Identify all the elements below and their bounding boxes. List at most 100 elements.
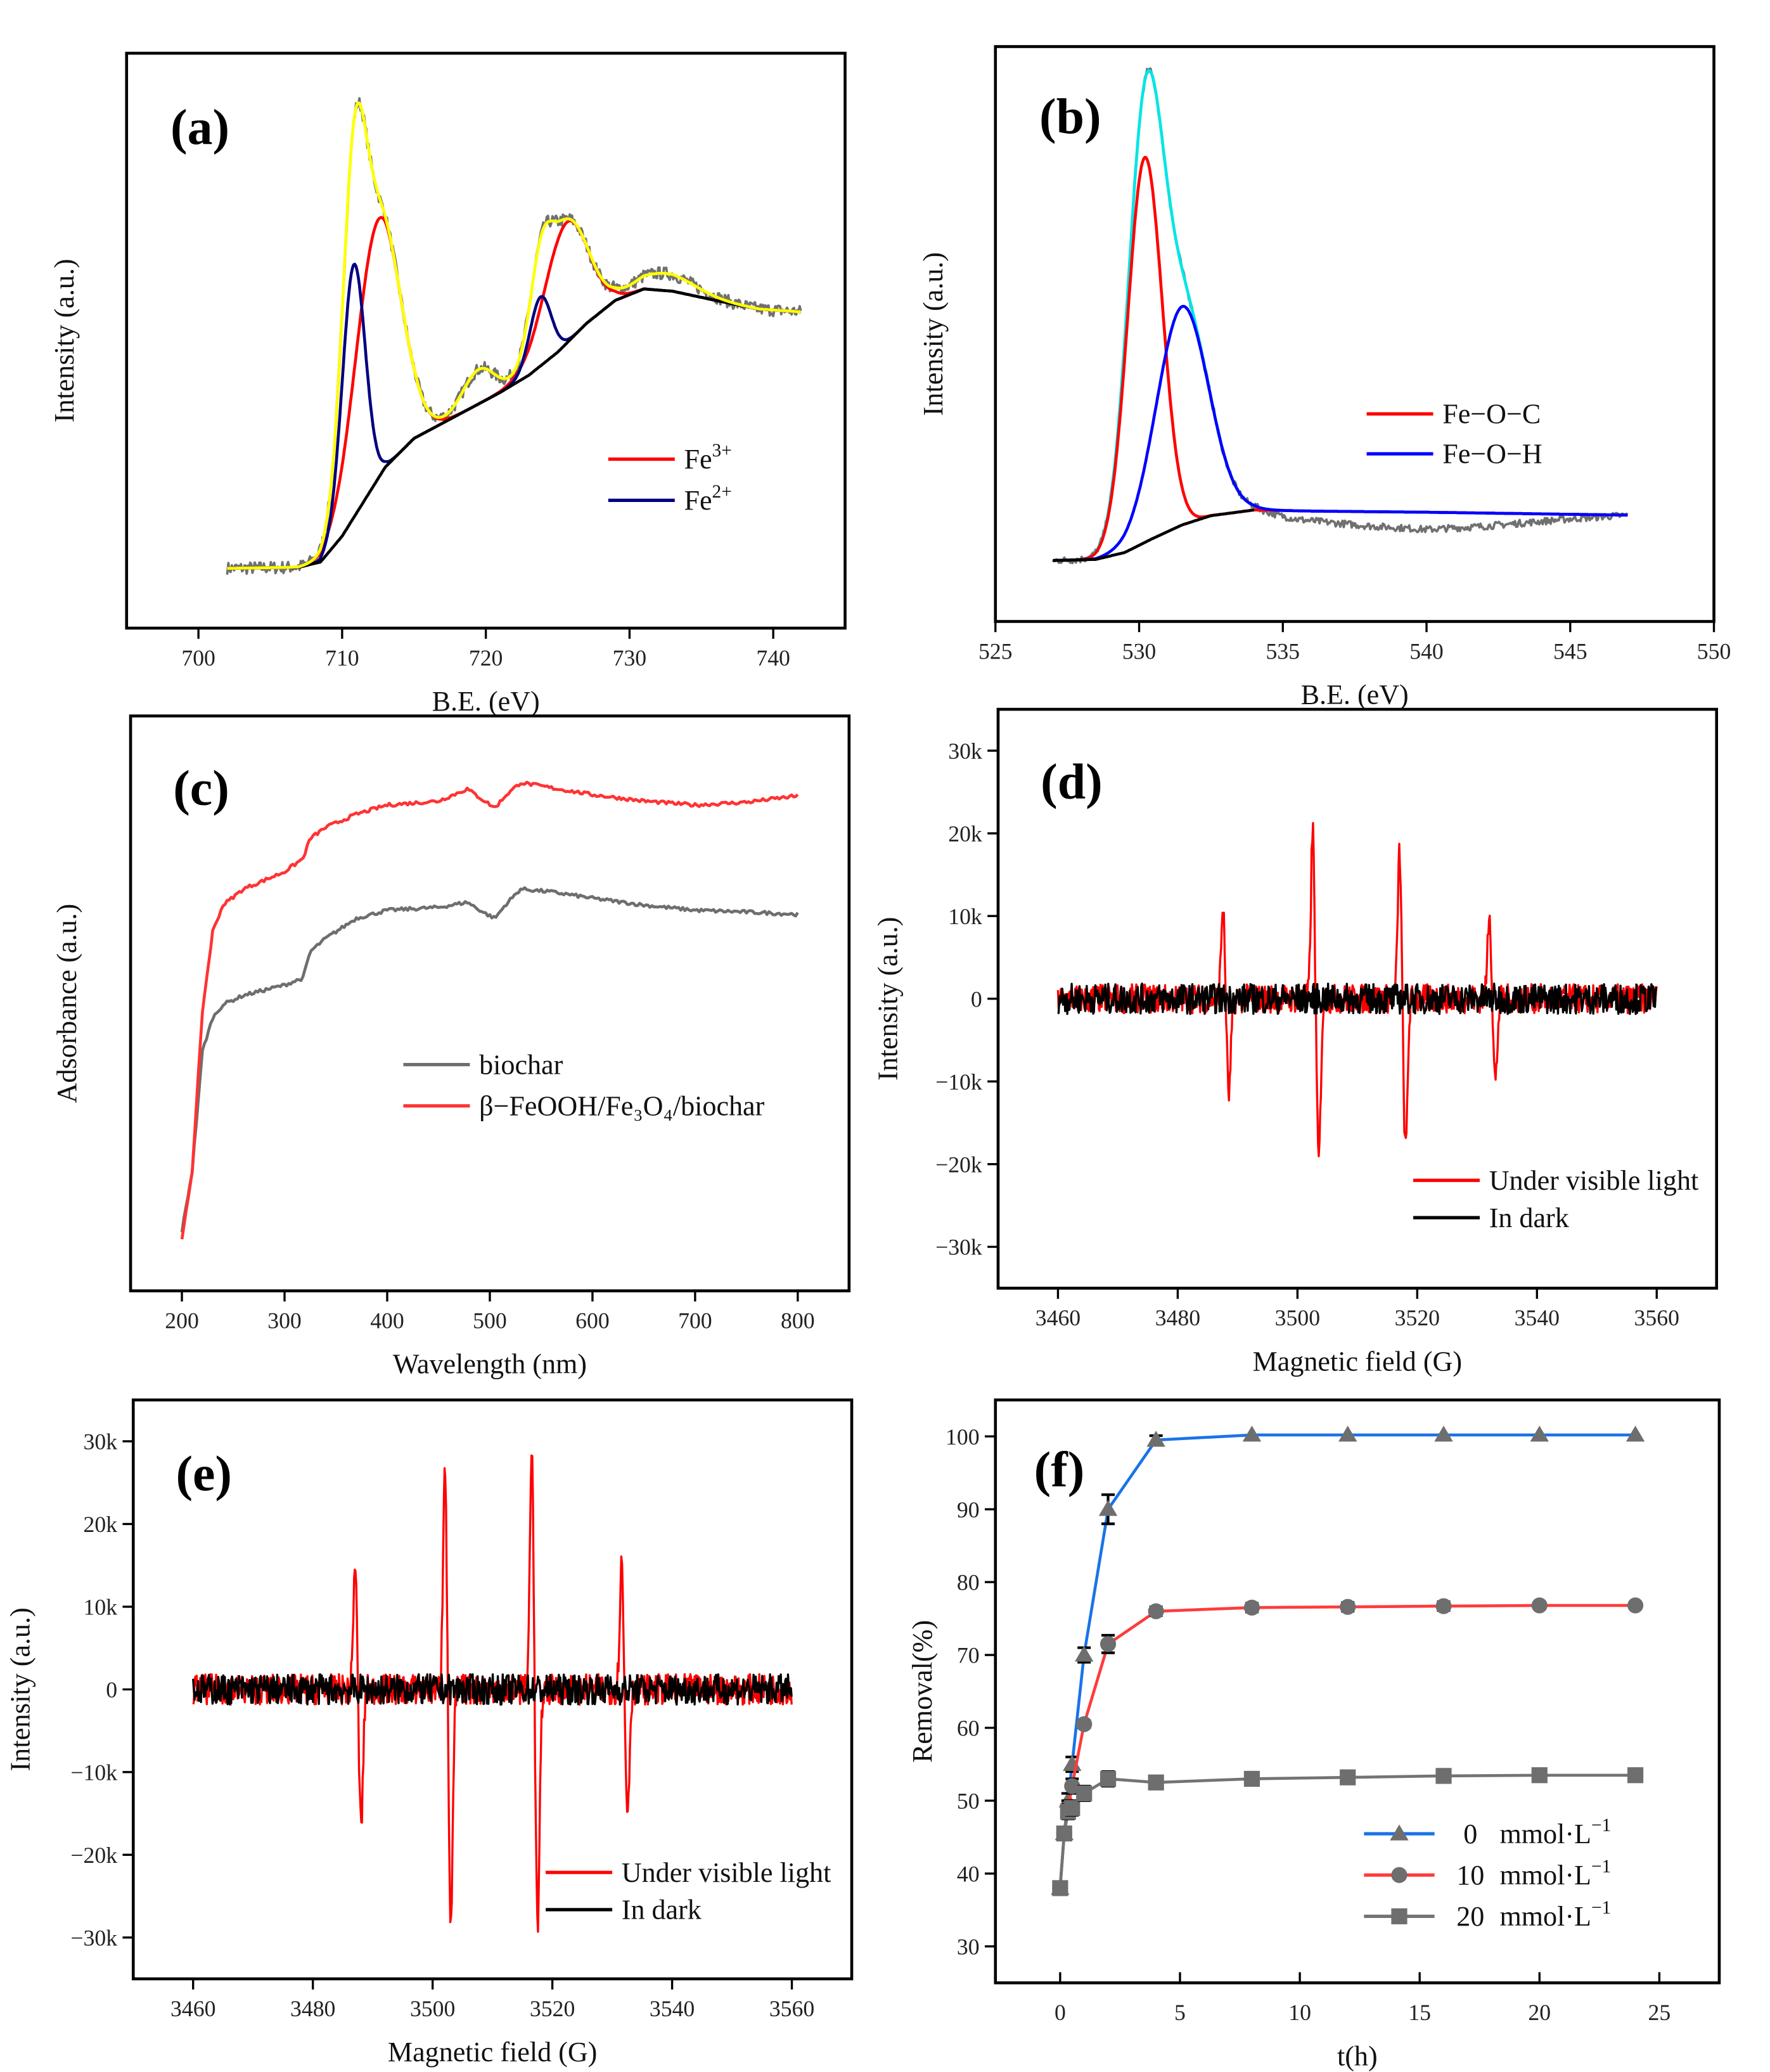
y-axis-label: Intensity (a.u.) bbox=[918, 252, 949, 416]
background-line bbox=[227, 287, 802, 570]
circle-marker bbox=[1243, 1599, 1260, 1616]
triangle-marker bbox=[1242, 1425, 1262, 1442]
legend-label: β−FeOOH/Fe₃O₄/biochar bbox=[479, 1090, 764, 1121]
background-line bbox=[1053, 508, 1255, 562]
legend-name: Fe bbox=[684, 444, 712, 475]
panel-b: 525 530 535 540 545 550 B.E. (eV) Intensity (a.… bbox=[918, 45, 1731, 711]
legend-unit: mmol·L−1 bbox=[1499, 1898, 1611, 1932]
panel-label: (b) bbox=[1039, 89, 1101, 145]
y-tick-label: 50 bbox=[957, 1789, 980, 1814]
legend-unit-text: mmol·L bbox=[1499, 1860, 1591, 1891]
peak-fit-line-0 bbox=[1053, 155, 1628, 562]
x-tick-label: 25 bbox=[1648, 2000, 1671, 2025]
epr-line-1 bbox=[192, 1673, 793, 1706]
x-axis-label: B.E. (eV) bbox=[1301, 679, 1409, 711]
legend-label: In dark bbox=[1489, 1202, 1570, 1233]
x-tick-label: 740 bbox=[756, 645, 790, 671]
x-tick-label: 540 bbox=[1409, 638, 1444, 664]
triangle-marker bbox=[1390, 1824, 1409, 1841]
plot-frame bbox=[994, 1398, 1721, 1985]
triangle-marker bbox=[1434, 1425, 1453, 1442]
x-tick-label: 535 bbox=[1266, 638, 1300, 664]
x-axis-label: t(h) bbox=[1337, 2041, 1378, 2072]
y-tick-label: 30k bbox=[948, 738, 982, 764]
legend-label: Fe−O−H bbox=[1442, 439, 1542, 470]
circle-marker bbox=[1064, 1778, 1081, 1794]
peak-fit-line-1 bbox=[1053, 305, 1628, 562]
legend-unit: mmol·L−1 bbox=[1499, 1856, 1611, 1891]
circle-marker bbox=[1531, 1597, 1548, 1614]
x-tick-label: 3560 bbox=[769, 1996, 814, 2021]
circle-marker bbox=[1100, 1636, 1117, 1652]
y-tick-label: −30k bbox=[70, 1925, 117, 1950]
x-tick-label: 300 bbox=[267, 1308, 302, 1333]
y-tick-label: 40 bbox=[957, 1862, 980, 1887]
legend-unit: mmol·L−1 bbox=[1499, 1815, 1611, 1850]
panel-e: 3460 3480 3500 3520 3540 3560 −30k −20k −10k 0 10k… bbox=[4, 1398, 854, 2068]
panel-a: 700 710 720 730 740 B.E. (eV) Intensity (a.u.)… bbox=[49, 51, 847, 717]
x-tick-label: 15 bbox=[1408, 2000, 1431, 2025]
spectrum-line-1 bbox=[180, 780, 799, 1240]
circle-marker bbox=[1076, 1716, 1093, 1732]
square-marker bbox=[1064, 1799, 1081, 1817]
triangle-marker bbox=[1530, 1425, 1549, 1442]
panel-f: 0 5 10 15 20 2530405060708090100t(h)Removal(%… bbox=[907, 1398, 1721, 2072]
x-tick-label: 700 bbox=[181, 645, 215, 671]
fe3-fit-line bbox=[227, 216, 802, 570]
x-tick-label: 3520 bbox=[530, 1996, 575, 2021]
legend-label: Fe3+ bbox=[684, 441, 731, 475]
legend-superscript: −1 bbox=[1591, 1815, 1611, 1836]
triangle-marker bbox=[1338, 1425, 1357, 1442]
legend-label: 20 bbox=[1456, 1901, 1484, 1932]
y-axis-label: Removal(%) bbox=[907, 1620, 938, 1763]
y-tick-label: −20k bbox=[935, 1152, 982, 1177]
y-axis-label: Intensity (a.u.) bbox=[4, 1607, 35, 1771]
x-tick-label: 3460 bbox=[1036, 1305, 1081, 1330]
legend-label: In dark bbox=[622, 1895, 702, 1926]
x-tick-label: 700 bbox=[678, 1308, 712, 1333]
y-axis-label: Adsorbance (a.u.) bbox=[51, 904, 82, 1104]
y-tick-label: 20k bbox=[948, 821, 982, 846]
legend-superscript: 3+ bbox=[712, 441, 732, 461]
legend: Fe3+Fe2+ bbox=[608, 441, 732, 516]
legend: Under visible light In dark bbox=[546, 1857, 831, 1926]
legend-label: Under visible light bbox=[622, 1857, 831, 1888]
plot-frame bbox=[125, 51, 847, 630]
x-tick-label: 3500 bbox=[410, 1996, 455, 2021]
spectrum-line-0 bbox=[180, 886, 799, 1233]
square-marker bbox=[1340, 1769, 1356, 1786]
square-marker bbox=[1435, 1768, 1452, 1784]
legend-label: Fe2+ bbox=[684, 482, 731, 516]
y-tick-label: 0 bbox=[106, 1677, 117, 1702]
y-tick-label: 30k bbox=[84, 1429, 118, 1455]
x-tick-label: 10 bbox=[1288, 2000, 1311, 2025]
x-tick-label: 0 bbox=[1055, 2000, 1066, 2025]
x-tick-label: 545 bbox=[1553, 638, 1587, 664]
legend-label: 10 bbox=[1456, 1860, 1484, 1891]
legend-unit-text: mmol·L bbox=[1499, 1901, 1591, 1932]
legend-label: Fe−O−C bbox=[1442, 399, 1541, 430]
legend-concentration: 0 bbox=[1463, 1818, 1477, 1850]
legend-label: 0 bbox=[1463, 1818, 1477, 1850]
legend: 0 mmol·L−110 mmol·L−120 mmol·L−1 bbox=[1364, 1815, 1611, 1932]
y-tick-label: 20k bbox=[84, 1512, 118, 1537]
y-axis-label: Intensity (a.u.) bbox=[872, 917, 903, 1081]
x-axis-label: Magnetic field (G) bbox=[1253, 1346, 1462, 1377]
circle-marker bbox=[1391, 1867, 1408, 1883]
triangle-marker bbox=[1098, 1500, 1118, 1516]
square-marker bbox=[1627, 1767, 1644, 1784]
x-tick-label: 3480 bbox=[290, 1996, 335, 2021]
panel-c: 200 300 400 500 600 700 800 Wavelength (nm) Adso… bbox=[51, 714, 851, 1380]
y-tick-label: 100 bbox=[946, 1424, 980, 1450]
legend-superscript: 2+ bbox=[712, 482, 732, 502]
x-tick-label: 600 bbox=[575, 1308, 610, 1333]
x-tick-label: 3540 bbox=[650, 1996, 695, 2021]
square-marker bbox=[1052, 1880, 1068, 1896]
x-tick-label: 800 bbox=[781, 1308, 815, 1333]
circle-marker bbox=[1435, 1598, 1452, 1614]
envelope-fit-line bbox=[227, 101, 802, 570]
circle-marker bbox=[1148, 1603, 1164, 1619]
x-axis-label: Wavelength (nm) bbox=[393, 1349, 587, 1380]
legend-label: biochar bbox=[479, 1049, 563, 1080]
x-axis-label: B.E. (eV) bbox=[432, 686, 540, 717]
